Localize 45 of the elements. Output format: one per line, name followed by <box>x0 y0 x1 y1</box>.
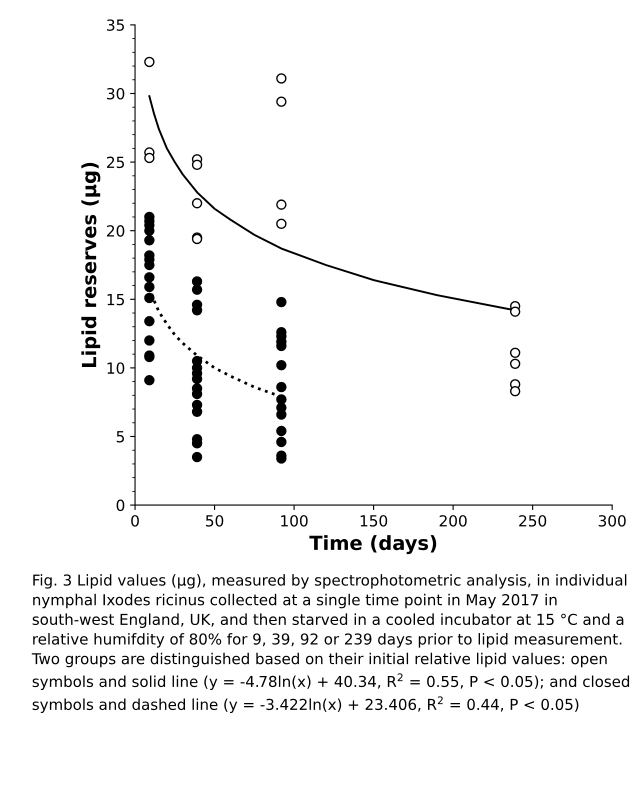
y-tick-label: 5 <box>116 431 124 443</box>
point <box>510 386 520 396</box>
point <box>192 160 202 170</box>
x-tick-label: 300 <box>598 515 626 527</box>
x-tick-label: 150 <box>360 515 388 527</box>
point <box>510 358 520 369</box>
x-tick-label: 0 <box>131 515 139 527</box>
y-tick-label: 0 <box>116 500 124 512</box>
x-tick-label: 250 <box>519 515 546 527</box>
x-axis-title: Time (days) <box>309 535 436 554</box>
point <box>276 382 287 392</box>
point <box>144 235 155 246</box>
point <box>192 452 202 462</box>
point <box>144 282 155 292</box>
point <box>144 292 155 304</box>
point <box>144 152 155 164</box>
y-tick-label: 25 <box>107 156 124 168</box>
y-tick-label: 30 <box>107 88 124 100</box>
point <box>276 296 287 308</box>
point <box>276 96 287 107</box>
point <box>144 272 155 283</box>
y-tick-label: 20 <box>107 225 124 237</box>
point <box>276 426 287 436</box>
y-axis-title: Lipid reserves (µg) <box>81 162 100 368</box>
point <box>144 375 155 386</box>
point <box>276 73 287 84</box>
y-tick-label: 35 <box>107 19 124 31</box>
x-tick-label: 200 <box>440 515 467 527</box>
point <box>192 406 202 417</box>
x-tick-label: 100 <box>281 515 308 527</box>
point <box>144 335 155 346</box>
y-tick-label: 10 <box>108 362 124 374</box>
x-tick-label: 50 <box>206 515 224 527</box>
point <box>192 198 202 208</box>
point <box>276 360 287 370</box>
point <box>510 306 520 317</box>
point <box>144 56 155 68</box>
point <box>276 199 287 210</box>
point <box>144 316 155 326</box>
point <box>276 436 287 448</box>
point <box>276 218 287 230</box>
point <box>192 284 202 295</box>
text: Fig. 3 Lipid values (µg), measured by spectrophotometric analysis, in individual nymphal Ixodes ricinus collected at a single time point in May 2017 in south-west England, UK, and then starved in a cooled incubator at 15 °C and a relative humifdity of 80% for 9, 39, 92 or 239 days prior to lipid measurement. Two groups are distinguished based on their initial relative lipid values: open symbols and solid line (y = -4.78ln(x) + 40.34, R$^{2}$ = 0.55, P < 0.05); and closed symbols and dashed line (y = -3.422ln(x) + 23.406, R$^{2}$ = 0.44, P < 0.05) <box>32 574 630 713</box>
point <box>510 348 520 358</box>
y-tick-label: 15 <box>108 294 124 306</box>
